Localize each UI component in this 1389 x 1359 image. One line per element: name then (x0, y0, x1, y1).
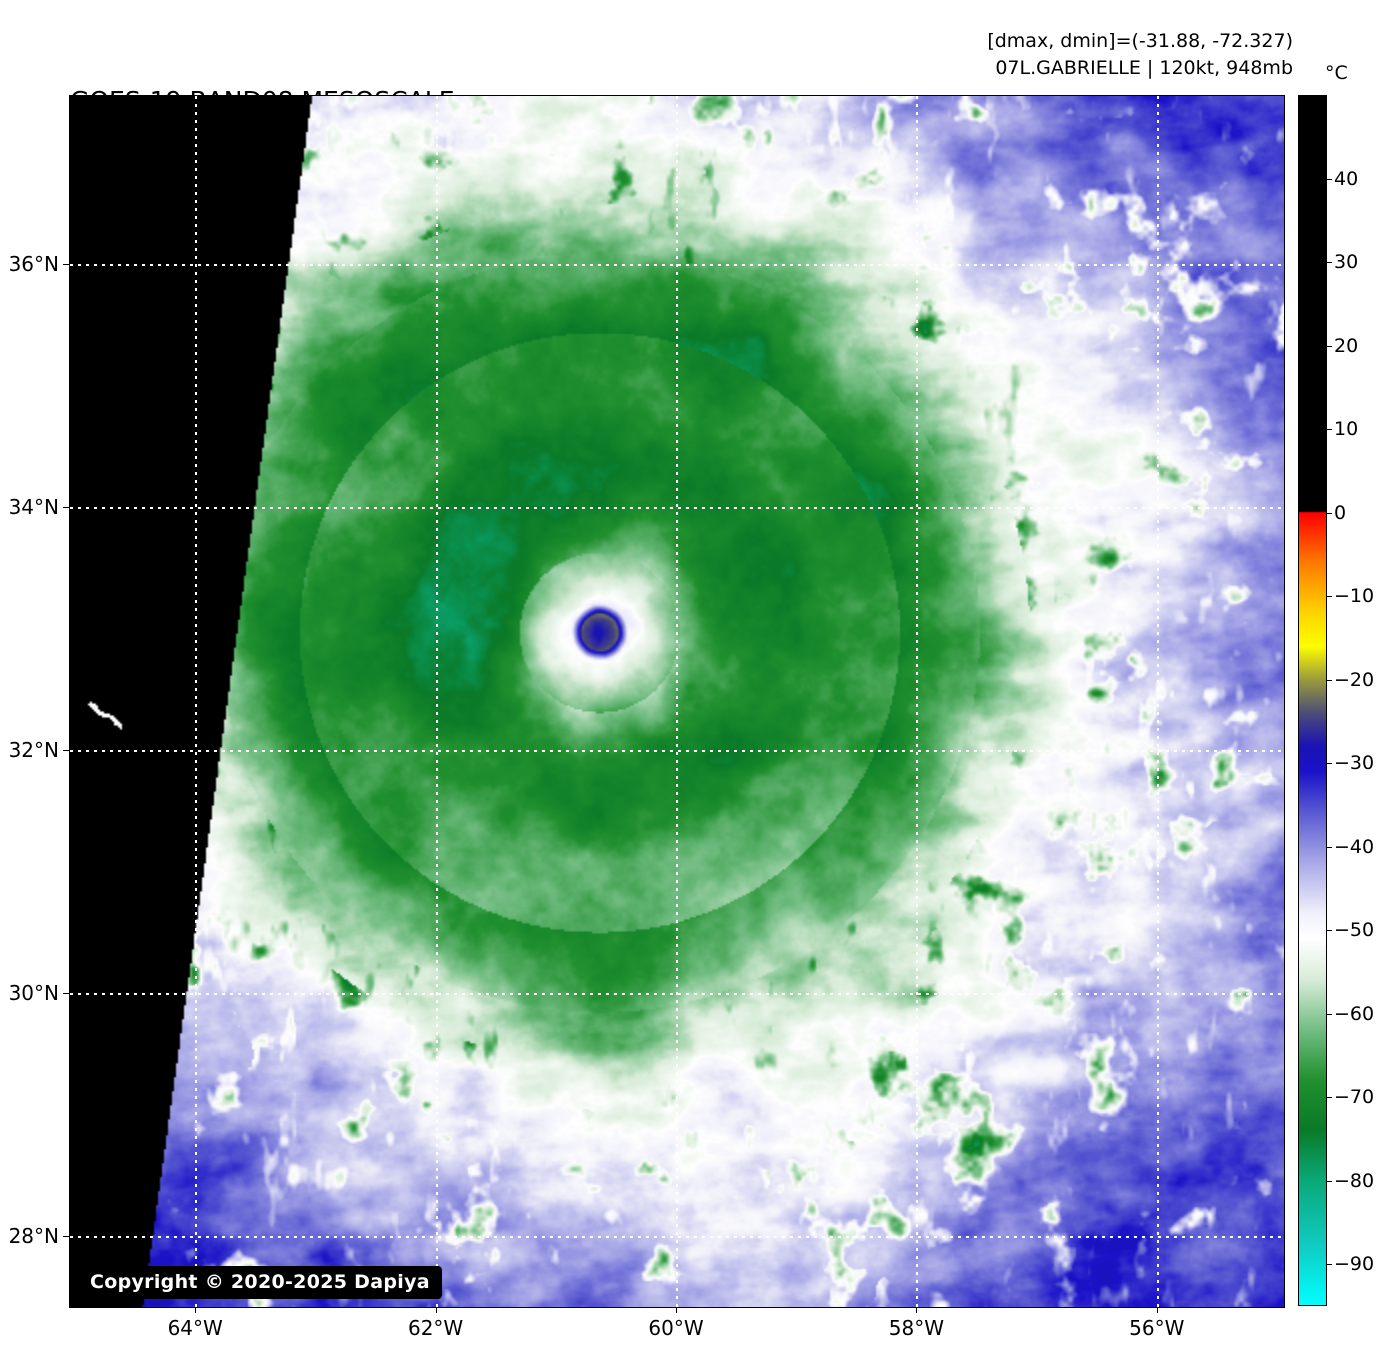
colorbar-tick-3: 10 (1334, 418, 1359, 441)
colorbar-tick-0: 40 (1334, 167, 1359, 190)
xtick-mark-2 (676, 1307, 677, 1313)
colorbar-tick-10: −60 (1334, 1002, 1375, 1025)
colorbar-tick-2: 20 (1334, 334, 1359, 357)
xtick-mark-4 (1156, 1307, 1158, 1313)
xtick-label-3: 58°W (888, 1316, 945, 1340)
ytick-mark-0 (63, 263, 69, 265)
colorbar-tickmark-1 (1327, 262, 1332, 264)
satellite-imagery-canvas (70, 96, 1284, 1307)
colorbar-tickmark-4 (1327, 512, 1332, 514)
xtick-label-1: 62°W (407, 1316, 464, 1340)
annotation-block: [dmax, dmin]=(-31.88, -72.327) 07L.GABRI… (987, 28, 1293, 82)
xtick-label-0: 64°W (167, 1316, 223, 1340)
colorbar-tick-9: −50 (1334, 919, 1375, 942)
colorbar-tickmark-0 (1327, 178, 1332, 180)
colorbar-tick-1: 30 (1334, 251, 1359, 274)
ytick-label-2: 32°N (8, 737, 59, 762)
colorbar-tickmark-7 (1327, 763, 1332, 765)
ytick-mark-3 (63, 992, 69, 994)
storm-info-annotation: 07L.GABRIELLE | 120kt, 948mb (995, 56, 1293, 79)
colorbar-tick-11: −70 (1334, 1086, 1375, 1109)
ytick-mark-4 (63, 1235, 69, 1237)
colorbar-tickmark-6 (1327, 679, 1332, 681)
xtick-mark-0 (195, 1307, 197, 1313)
colorbar-tick-12: −80 (1334, 1169, 1375, 1192)
ytick-label-4: 28°N (8, 1223, 59, 1248)
xtick-mark-1 (435, 1307, 437, 1313)
colorbar-tickmark-11 (1327, 1097, 1332, 1099)
colorbar-tickmark-13 (1327, 1264, 1332, 1266)
copyright-watermark: Copyright © 2020-2025 Dapiya (78, 1266, 442, 1299)
colorbar-tickmark-5 (1327, 596, 1332, 598)
colorbar-tick-6: −20 (1334, 668, 1375, 691)
colorbar-tick-4: 0 (1334, 501, 1347, 524)
colorbar-unit-label: °C (1325, 62, 1348, 84)
ytick-label-3: 30°N (8, 980, 59, 1005)
colorbar-tickmark-2 (1327, 345, 1332, 347)
ytick-label-0: 36°N (8, 251, 59, 276)
colorbar-tick-8: −40 (1334, 835, 1375, 858)
xtick-label-4: 56°W (1129, 1316, 1185, 1340)
colorbar-tickmark-3 (1327, 429, 1332, 431)
xtick-label-2: 60°W (648, 1316, 704, 1340)
satellite-image-plot: Copyright © 2020-2025 Dapiya (69, 95, 1285, 1308)
colorbar-tick-13: −90 (1334, 1253, 1375, 1276)
colorbar-gradient (1299, 96, 1326, 1305)
temperature-colorbar (1298, 95, 1327, 1306)
xtick-mark-3 (916, 1307, 918, 1313)
colorbar-tick-5: −10 (1334, 585, 1375, 608)
ytick-label-1: 34°N (8, 494, 59, 519)
colorbar-tickmark-9 (1327, 930, 1332, 932)
colorbar-tickmark-12 (1327, 1180, 1332, 1182)
colorbar-tick-7: −30 (1334, 752, 1375, 775)
colorbar-tickmark-10 (1327, 1013, 1332, 1015)
data-minmax-annotation: [dmax, dmin]=(-31.88, -72.327) (987, 30, 1293, 52)
ytick-mark-1 (63, 506, 69, 508)
colorbar-tickmark-8 (1327, 846, 1332, 848)
ytick-mark-2 (63, 749, 69, 751)
